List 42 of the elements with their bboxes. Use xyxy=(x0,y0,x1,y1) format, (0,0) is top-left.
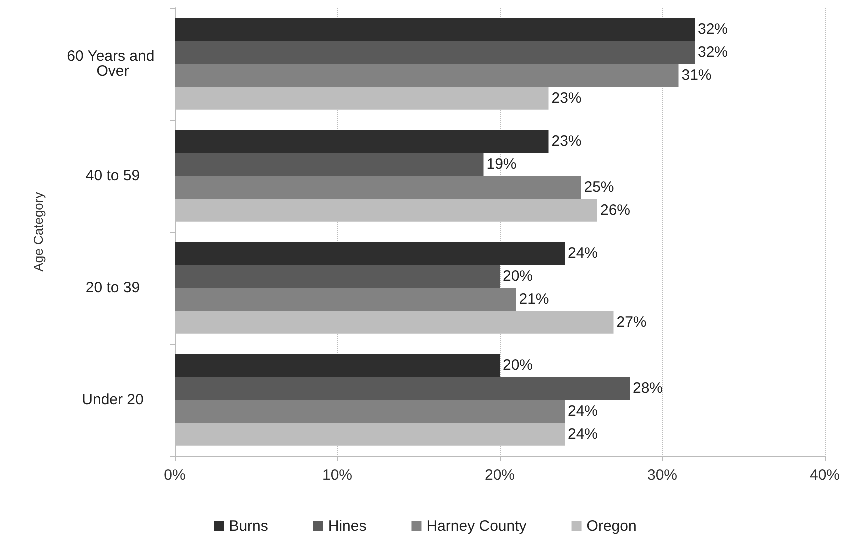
legend-label: Hines xyxy=(328,518,367,535)
legend-label: Burns xyxy=(229,518,268,535)
bar xyxy=(175,176,582,199)
data-label: 24% xyxy=(568,426,598,443)
bar xyxy=(175,18,695,42)
bar xyxy=(175,354,500,378)
y-axis-title: Age Category xyxy=(31,192,46,272)
data-label: 27% xyxy=(616,314,647,331)
y-tick-label: Under 20 xyxy=(82,392,144,408)
legend-label: Oregon xyxy=(586,518,637,535)
data-label: 23% xyxy=(552,133,582,150)
data-label: 26% xyxy=(600,202,631,219)
y-tick-label: 60 Years and Over xyxy=(67,48,159,80)
bar xyxy=(175,64,679,87)
bar xyxy=(175,265,500,288)
data-label: 31% xyxy=(682,66,712,84)
legend-label: Harney County xyxy=(426,518,528,535)
data-label: 23% xyxy=(552,90,582,107)
x-tick-label: 20% xyxy=(484,467,516,484)
bar xyxy=(175,130,549,154)
y-tick-label: 40 to 59 xyxy=(86,168,140,184)
x-tick-label: 0% xyxy=(164,467,186,484)
x-tick-label: 30% xyxy=(647,467,678,484)
data-label: 20% xyxy=(503,357,534,374)
data-label: 32% xyxy=(698,44,728,62)
bar xyxy=(175,242,565,266)
data-label: 21% xyxy=(519,290,550,308)
data-label: 24% xyxy=(568,245,598,262)
data-label: 24% xyxy=(568,402,598,420)
x-tick-label: 10% xyxy=(322,467,353,484)
bar xyxy=(175,288,516,311)
bar xyxy=(175,377,630,400)
data-label: 32% xyxy=(698,21,728,38)
bar xyxy=(175,41,695,64)
data-label: 28% xyxy=(633,380,664,398)
data-label: 25% xyxy=(584,178,614,196)
bar xyxy=(175,400,565,423)
x-tick-label: 40% xyxy=(810,467,840,484)
data-label: 19% xyxy=(486,156,517,174)
data-label: 20% xyxy=(503,268,534,286)
bar xyxy=(175,153,484,176)
y-tick-label: 20 to 39 xyxy=(86,280,140,296)
